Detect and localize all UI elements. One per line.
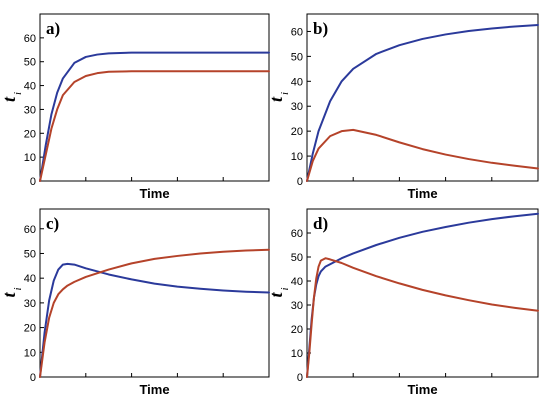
y-tick-label: 30 xyxy=(24,104,36,116)
y-axis-label: t xyxy=(0,292,19,298)
plot-frame xyxy=(39,208,270,378)
x-axis-label: Time xyxy=(407,382,437,397)
y-axis-label-subscript: i xyxy=(279,287,291,290)
panel-label: a) xyxy=(46,19,60,38)
y-tick-label: 40 xyxy=(24,81,36,93)
x-axis-label: Time xyxy=(139,186,169,201)
y-tick-label: 50 xyxy=(291,51,303,63)
panel-3: 0 10 20 30 40 50 60 c) Time ti xyxy=(0,208,270,397)
series-line-1 xyxy=(306,23,539,182)
y-tick-label: 60 xyxy=(24,33,36,45)
y-tick-label: 20 xyxy=(24,323,36,335)
y-tick-label: 60 xyxy=(291,228,303,240)
x-axis-label: Time xyxy=(407,186,437,201)
y-tick-label: 50 xyxy=(24,57,36,69)
panel-1: 0 10 20 30 40 50 60 a) Time ti xyxy=(0,13,270,201)
panel-label: c) xyxy=(46,214,59,233)
y-tick-label: 10 xyxy=(291,151,303,163)
y-tick-label: 50 xyxy=(291,252,303,264)
y-tick-label: 60 xyxy=(291,26,303,38)
panel-2: 0 10 20 30 40 50 60 b) Time ti xyxy=(266,13,539,201)
y-axis-label: t xyxy=(266,292,286,298)
y-tick-label: 0 xyxy=(30,372,36,384)
series-line-1 xyxy=(306,212,539,378)
x-axis-label: Time xyxy=(139,382,169,397)
y-axis-label-subscript: i xyxy=(12,92,24,95)
y-axis-label-subscript: i xyxy=(279,92,291,95)
plot-frame xyxy=(306,208,539,378)
y-tick-label: 10 xyxy=(24,152,36,164)
series-line-2 xyxy=(306,257,539,378)
y-tick-label: 40 xyxy=(24,273,36,285)
y-tick-label: 60 xyxy=(24,224,36,236)
y-tick-label: 0 xyxy=(297,176,303,188)
y-tick-label: 50 xyxy=(24,248,36,260)
series-line-2 xyxy=(39,70,270,182)
plot-frame xyxy=(39,13,270,182)
y-tick-label: 20 xyxy=(24,128,36,140)
y-tick-label: 40 xyxy=(291,76,303,88)
series-line-2 xyxy=(306,128,539,182)
y-tick-label: 20 xyxy=(291,126,303,138)
y-tick-label: 10 xyxy=(24,347,36,359)
y-tick-label: 30 xyxy=(291,300,303,312)
y-axis-label: t xyxy=(0,96,19,102)
series-line-1 xyxy=(39,51,270,182)
y-tick-label: 30 xyxy=(24,298,36,310)
y-tick-label: 10 xyxy=(291,348,303,360)
panel-label: d) xyxy=(313,214,328,233)
y-axis-label-subscript: i xyxy=(12,287,24,290)
y-tick-label: 0 xyxy=(30,176,36,188)
series-line-2 xyxy=(39,248,270,378)
panel-4: 0 10 20 30 40 50 60 d) Time ti xyxy=(266,208,539,397)
series-line-1 xyxy=(39,262,270,378)
y-tick-label: 0 xyxy=(297,372,303,384)
y-tick-label: 30 xyxy=(291,101,303,113)
y-axis-label: t xyxy=(266,96,286,102)
y-tick-label: 40 xyxy=(291,276,303,288)
y-tick-label: 20 xyxy=(291,324,303,336)
panel-label: b) xyxy=(313,19,328,38)
plot-frame xyxy=(306,13,539,182)
